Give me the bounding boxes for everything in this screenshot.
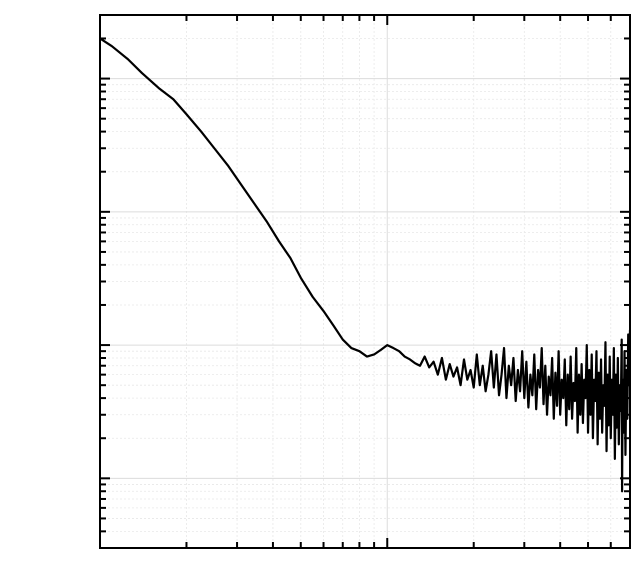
- spectrum-chart: [0, 0, 644, 588]
